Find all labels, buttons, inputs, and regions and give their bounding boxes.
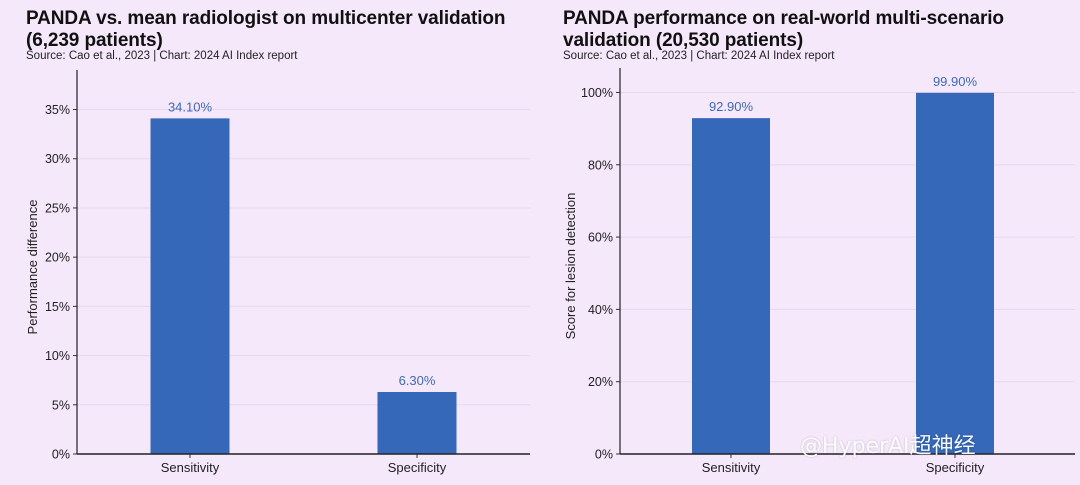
y-tick-label: 60% [588, 231, 613, 245]
y-tick-label: 80% [588, 158, 613, 172]
chart-panel-right: PANDA performance on real-world multi-sc… [540, 0, 1080, 485]
y-tick-label: 35% [45, 103, 70, 117]
y-tick-label: 25% [45, 201, 70, 215]
x-tick-label: Specificity [926, 460, 985, 475]
bar [916, 92, 994, 455]
bar [692, 118, 770, 454]
y-axis-title: Performance difference [25, 200, 40, 335]
data-label: 6.30% [399, 373, 436, 388]
y-tick-label: 5% [52, 398, 70, 412]
y-tick-label: 10% [45, 349, 70, 363]
chart-panel-left: PANDA vs. mean radiologist on multicente… [25, 8, 530, 475]
y-tick-label: 0% [595, 448, 613, 462]
chart-title: PANDA performance on real-world multi-sc… [563, 8, 1004, 51]
data-label: 34.10% [168, 99, 213, 114]
data-label: 99.90% [933, 74, 978, 89]
x-tick-label: Sensitivity [161, 460, 220, 475]
data-label: 92.90% [709, 99, 754, 114]
x-tick-label: Specificity [388, 460, 447, 475]
y-axis-title: Score for lesion detection [563, 193, 578, 340]
bar [377, 391, 457, 454]
y-tick-label: 15% [45, 300, 70, 314]
y-tick-label: 0% [52, 448, 70, 462]
bar [150, 118, 230, 454]
y-tick-label: 20% [588, 375, 613, 389]
chart-right-svg: 0% 20% 40% 60% 80% 100% 92.90% Sensitivity 99.90… [563, 68, 1075, 475]
chart-left-svg: 0% 5% 10% 15% 20% 25% 30% 35% 34.10% Sensitivity 6… [25, 70, 530, 475]
chart-source: Source: Cao et al., 2023 | Chart: 2024 A… [563, 50, 835, 62]
watermark-logo: @HyperAI超神经 [800, 434, 976, 459]
y-tick-label: 20% [45, 251, 70, 265]
y-tick-label: 40% [588, 303, 613, 317]
x-tick-label: Sensitivity [702, 460, 761, 475]
y-tick-label: 100% [581, 86, 613, 100]
y-tick-label: 30% [45, 152, 70, 166]
chart-title: PANDA vs. mean radiologist on multicente… [26, 8, 506, 51]
chart-source: Source: Cao et al., 2023 | Chart: 2024 A… [26, 50, 298, 62]
